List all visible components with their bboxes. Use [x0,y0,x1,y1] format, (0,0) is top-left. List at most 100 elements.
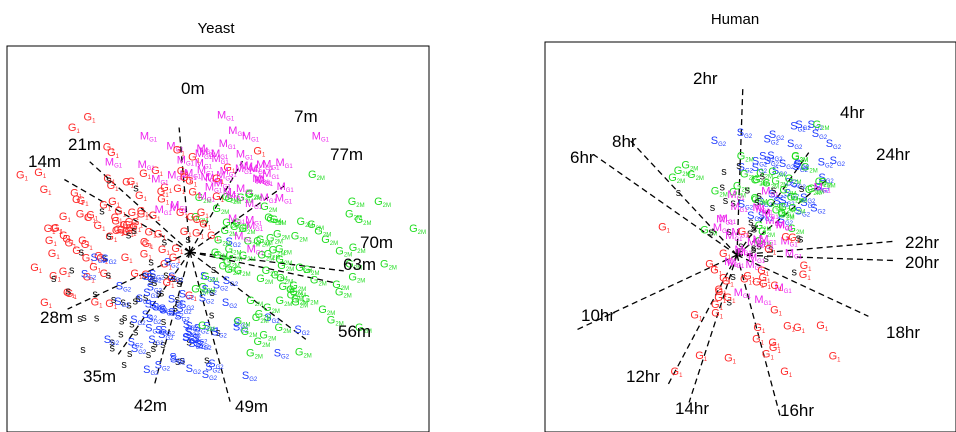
yeast-ray-14m [64,178,191,253]
human-point: s [751,242,757,254]
human-ray-12hr [666,254,738,388]
yeast-point: s [211,264,217,276]
human-point: s [763,253,769,265]
yeast-point: MG1 [228,125,246,138]
yeast-point: s [161,316,167,328]
yeast-point: G1 [86,209,99,222]
yeast-point: MG1 [140,130,158,143]
yeast-point: s [152,338,158,350]
human-ray-14hr [688,254,738,403]
yeast-point: MG1 [312,131,330,144]
yeast-point: s [119,316,125,328]
human-label-16hr: 16hr [780,401,814,420]
human-point: s [771,185,777,197]
yeast-point: s [106,230,112,242]
yeast-point: G2M [246,295,263,308]
yeast-point: s [151,343,157,355]
yeast-point: s [163,269,169,281]
yeast-label-77m: 77m [330,145,363,164]
yeast-point: s [177,278,183,290]
human-ray-16hr [736,254,782,420]
human-point: s [727,296,733,308]
yeast-ray-35m [117,251,191,355]
human-label-10hr: 10hr [581,306,615,325]
yeast-point: G2M [374,196,391,209]
yeast-point: s [180,355,186,367]
yeast-point: s [204,355,210,367]
yeast-point: s [185,234,191,246]
yeast-point: s [148,276,154,288]
human-point: G1 [724,353,737,366]
human-label-18hr: 18hr [886,323,920,342]
yeast-point: s [175,294,181,306]
yeast-point: s [156,288,162,300]
yeast-point: MG1 [105,157,123,170]
human-point: G2M [801,161,818,174]
yeast-point: s [106,175,112,187]
yeast-point: s [172,303,178,315]
yeast-point: s [215,327,221,339]
human-point: SG2 [711,135,727,148]
yeast-point: G1 [48,248,61,261]
human-point: SG2 [826,138,842,151]
yeast-point: G1 [253,146,266,159]
human-point: s [799,183,805,195]
human-ray-18hr [736,254,869,317]
human-point: s [723,195,729,207]
yeast-point: s [148,257,154,269]
human-point: G1 [719,248,732,261]
human-label-4hr: 4hr [840,103,865,122]
yeast-point: G1 [173,144,186,157]
human-point: s [796,233,802,245]
yeast-point: G2M [198,320,215,333]
yeast-point: s [143,292,149,304]
yeast-label-7m: 7m [294,107,318,126]
yeast-point: s [126,230,132,242]
yeast-label-63m: 63m [343,255,376,274]
yeast-point: SG2 [169,351,185,364]
yeast-point: SG2 [242,370,258,383]
yeast-point: s [51,273,57,285]
human-point: MG1 [734,287,752,300]
yeast-point: G2M [310,275,327,288]
human-label-6hr: 6hr [570,148,595,167]
yeast-label-14m: 14m [28,152,61,171]
human-point: s [792,267,798,279]
human-point: MG1 [731,201,749,214]
yeast-label-35m: 35m [83,367,116,386]
yeast-label-28m: 28m [40,308,73,327]
yeast-point: SG2 [222,297,238,310]
human-point: SG2 [787,138,803,151]
yeast-point: G1 [77,195,90,208]
human-point: G1 [816,320,829,333]
yeast-point: s [152,277,158,289]
yeast-ray-7m [189,160,244,253]
human-point: G1 [752,334,765,347]
yeast-label-56m: 56m [338,322,371,341]
yeast-label-70m: 70m [360,233,393,252]
human-label-20hr: 20hr [905,253,939,272]
yeast-point: s [133,182,139,194]
yeast-point: s [106,270,112,282]
yeast-point: G1 [84,111,97,124]
human-point: s [720,182,726,194]
human-point: SG2 [737,127,753,140]
human-point: s [760,170,766,182]
yeast-point: G1 [68,122,81,135]
yeast-point: G2M [275,322,292,335]
yeast-point: s [120,297,126,309]
yeast-point: s [162,236,168,248]
yeast-point: G2M [234,265,251,278]
yeast-point: G2M [241,326,258,339]
yeast-point: G1 [62,234,75,247]
yeast-point: G1 [121,252,134,265]
yeast-point: s [66,286,72,298]
yeast-ray-28m [67,251,191,310]
yeast-point: s [81,312,87,324]
yeast-point: G1 [173,183,186,196]
yeast-point: s [126,300,132,312]
yeast-point: G1 [59,211,72,224]
yeast-point: s [133,326,139,338]
yeast-point: s [209,287,215,299]
